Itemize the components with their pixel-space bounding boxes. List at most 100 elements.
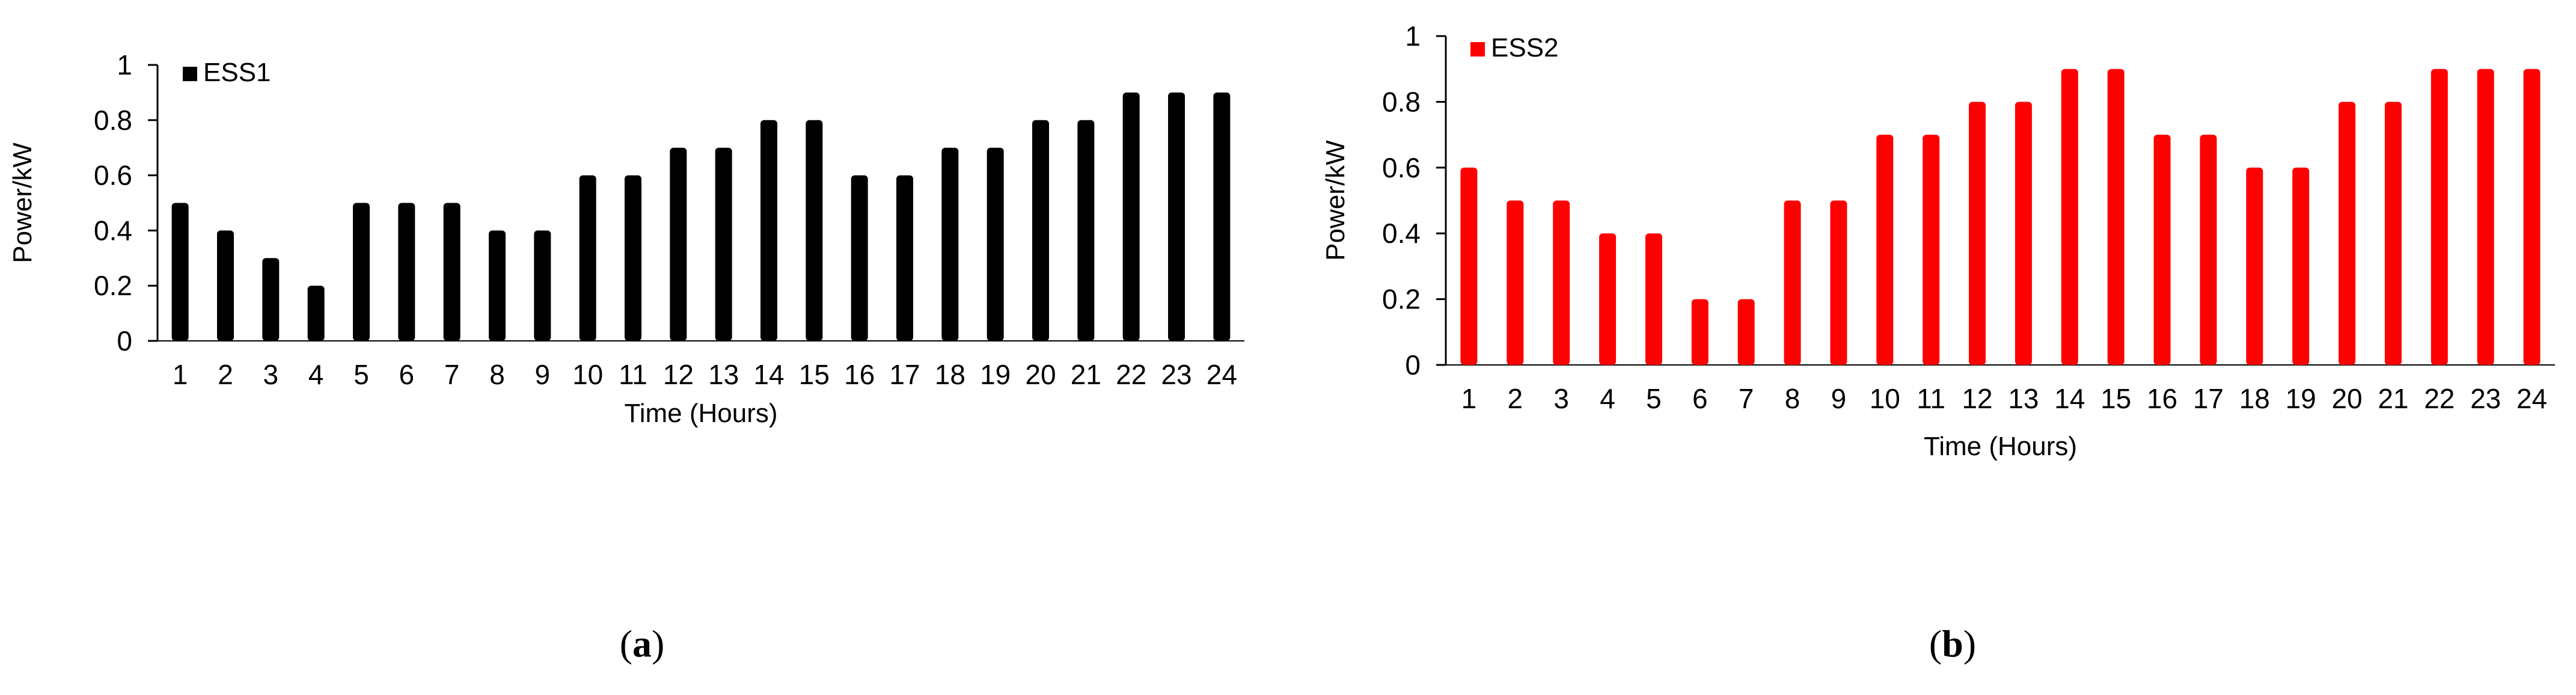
x-tick-label: 2 xyxy=(1508,383,1523,414)
y-tick-label: 0 xyxy=(117,325,132,357)
bar-ess2-5 xyxy=(1645,233,1662,365)
caption-open-paren: ( xyxy=(1929,622,1942,665)
bar-ess1-9 xyxy=(534,230,551,341)
bar-ess1-15 xyxy=(806,120,823,341)
bar-ess1-13 xyxy=(715,147,732,341)
legend-swatch xyxy=(183,67,197,81)
x-tick-label: 24 xyxy=(1207,359,1237,390)
x-tick-label: 18 xyxy=(2239,383,2270,414)
bar-ess1-10 xyxy=(579,175,596,341)
x-axis-title: Time (Hours) xyxy=(1924,432,2077,461)
bar-ess1-23 xyxy=(1168,92,1185,341)
caption-letter: b xyxy=(1942,622,1963,665)
x-tick-label: 16 xyxy=(2147,383,2177,414)
y-axis-title: Power/kW xyxy=(1321,140,1350,261)
panel-a: 00.20.40.60.811 2 3 4 5 6 7 8 9 10 11 12 13 14 15 16 17 1… xyxy=(8,49,1244,665)
x-tick-label: 15 xyxy=(2100,383,2131,414)
y-tick-label: 0.4 xyxy=(94,215,132,246)
x-tick-label: 4 xyxy=(1600,383,1615,414)
x-tick-label: 19 xyxy=(2286,383,2316,414)
bar-ess1-11 xyxy=(625,175,641,341)
bar-ess1-16 xyxy=(851,175,868,341)
bar-ess1-18 xyxy=(941,147,959,341)
bar-ess2-19 xyxy=(2292,167,2310,365)
bar-ess2-10 xyxy=(1876,135,1894,365)
x-tick-label: 4 xyxy=(308,359,324,390)
bar-ess1-8 xyxy=(489,230,506,341)
panel-caption: (a) xyxy=(620,622,665,665)
bar-ess2-12 xyxy=(1969,102,1986,365)
x-tick-label: 1 xyxy=(173,359,188,390)
x-tick-label: 16 xyxy=(844,359,875,390)
bar-ess2-24 xyxy=(2523,69,2541,365)
caption-close-paren: ) xyxy=(1963,622,1976,665)
x-tick-label: 20 xyxy=(2331,383,2362,414)
legend-label: ESS1 xyxy=(203,58,271,87)
panel-b: 00.20.40.60.811 2 3 4 5 6 7 8 9 10 11 12 13 14 15 16 17 1… xyxy=(1321,20,2555,665)
x-tick-label: 12 xyxy=(663,359,694,390)
x-tick-label: 5 xyxy=(1646,383,1662,414)
caption-letter: a xyxy=(632,622,652,665)
bar-ess1-1 xyxy=(171,203,189,341)
bar-ess1-6 xyxy=(398,203,415,341)
x-tick-label: 13 xyxy=(2008,383,2039,414)
caption-open-paren: ( xyxy=(620,622,632,665)
x-tick-label: 2 xyxy=(218,359,233,390)
x-tick-label: 14 xyxy=(2054,383,2085,414)
x-tick-label: 22 xyxy=(1116,359,1146,390)
x-tick-label: 13 xyxy=(708,359,739,390)
bar-ess2-6 xyxy=(1691,299,1709,365)
bar-ess2-17 xyxy=(2200,135,2217,365)
y-tick-label: 0.2 xyxy=(1382,284,1421,315)
bar-ess1-17 xyxy=(896,175,913,341)
panel-caption: (b) xyxy=(1929,622,1976,665)
x-tick-label: 8 xyxy=(1785,383,1800,414)
x-tick-label: 23 xyxy=(2470,383,2501,414)
bar-ess1-3 xyxy=(262,258,280,341)
bar-ess2-14 xyxy=(2061,69,2078,365)
x-tick-label: 9 xyxy=(535,359,551,390)
bar-ess2-23 xyxy=(2477,69,2494,365)
x-tick-label: 5 xyxy=(353,359,369,390)
legend-swatch xyxy=(1470,42,1485,57)
x-tick-label: 20 xyxy=(1025,359,1056,390)
caption-close-paren: ) xyxy=(652,622,664,665)
x-tick-label: 6 xyxy=(1692,383,1708,414)
bar-ess2-9 xyxy=(1830,200,1847,365)
bar-ess2-8 xyxy=(1784,200,1801,365)
y-tick-label: 0.6 xyxy=(94,160,132,191)
x-tick-label: 3 xyxy=(263,359,279,390)
bar-ess1-24 xyxy=(1213,92,1231,341)
bar-ess1-5 xyxy=(353,203,370,341)
y-tick-label: 0.2 xyxy=(94,270,132,301)
x-tick-label: 8 xyxy=(489,359,505,390)
bar-ess1-21 xyxy=(1077,120,1095,341)
bar-ess2-15 xyxy=(2107,69,2125,365)
x-tick-label: 6 xyxy=(399,359,415,390)
y-tick-label: 0.8 xyxy=(1382,86,1421,117)
bar-ess1-7 xyxy=(443,203,460,341)
bar-ess1-22 xyxy=(1122,92,1140,341)
x-tick-label: 7 xyxy=(1739,383,1754,414)
x-tick-label: 14 xyxy=(753,359,784,390)
y-tick-label: 0.8 xyxy=(94,105,132,136)
x-tick-label: 11 xyxy=(619,359,647,390)
y-tick-label: 1 xyxy=(117,49,132,81)
bar-ess2-18 xyxy=(2246,167,2263,365)
x-tick-label: 17 xyxy=(2193,383,2224,414)
bar-ess2-13 xyxy=(2015,102,2032,365)
y-tick-label: 0.6 xyxy=(1382,152,1421,183)
bar-ess2-2 xyxy=(1507,200,1524,365)
bar-ess2-3 xyxy=(1553,200,1570,365)
bar-ess2-1 xyxy=(1460,167,1478,365)
bar-ess2-20 xyxy=(2339,102,2356,365)
x-tick-label: 21 xyxy=(2378,383,2408,414)
x-tick-label: 17 xyxy=(889,359,920,390)
bar-ess1-20 xyxy=(1032,120,1049,341)
bar-ess2-21 xyxy=(2384,102,2402,365)
bar-ess2-4 xyxy=(1599,233,1617,365)
x-tick-label: 19 xyxy=(980,359,1011,390)
bar-ess1-12 xyxy=(670,147,687,341)
bar-ess1-19 xyxy=(987,147,1004,341)
